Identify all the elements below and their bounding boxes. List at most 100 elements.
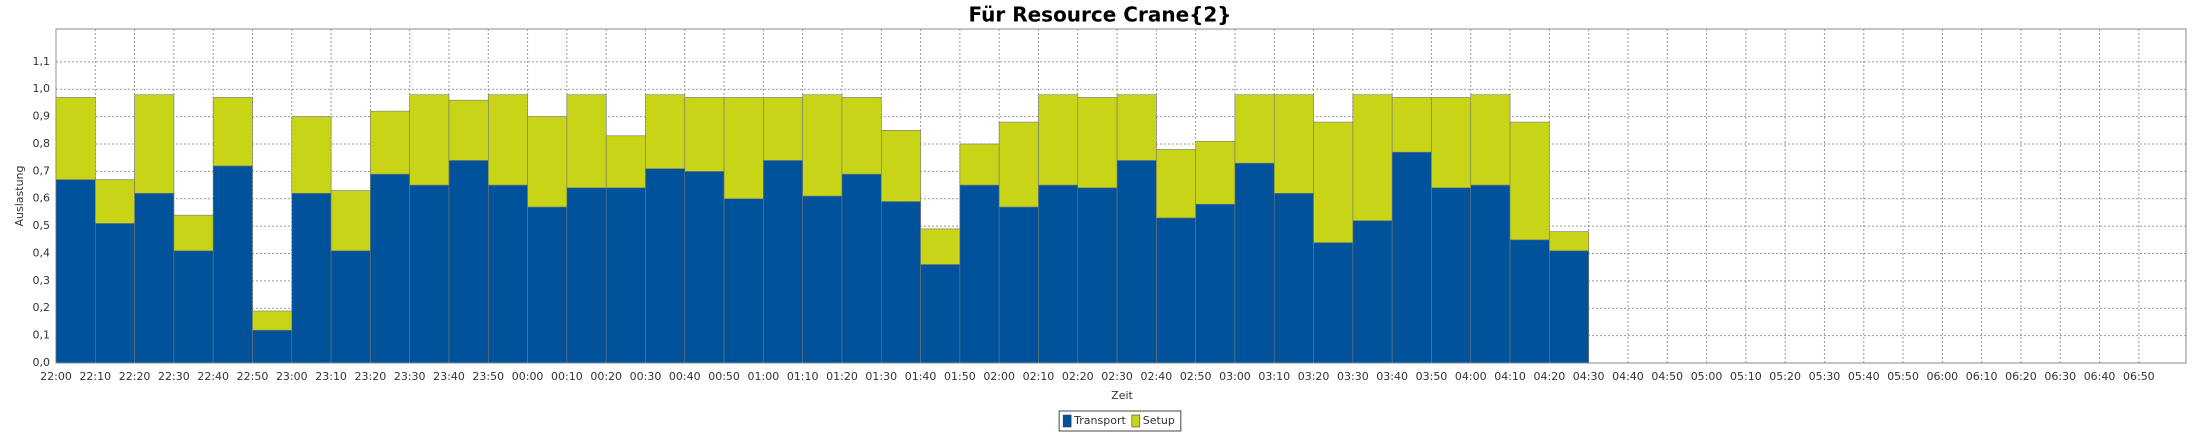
bar-segment	[409, 94, 450, 186]
bar-segment	[566, 94, 607, 189]
bar-segment	[1234, 162, 1275, 364]
bar-segment	[487, 94, 528, 186]
bar-segment	[1077, 187, 1118, 364]
bar-segment	[998, 121, 1039, 208]
x-tick-label: 22:10	[79, 370, 111, 383]
legend-box	[1058, 410, 1182, 432]
bar-segment	[880, 129, 921, 202]
bar-segment	[1234, 94, 1275, 164]
bar-segment	[173, 250, 214, 364]
x-tick-label: 05:00	[1691, 370, 1723, 383]
bar-segment	[1470, 184, 1511, 364]
bar-segment	[1195, 203, 1236, 364]
bar-segment	[605, 135, 646, 189]
x-tick-label: 03:30	[1337, 370, 1369, 383]
bar-segment	[1509, 121, 1550, 241]
x-tick-label: 23:50	[472, 370, 504, 383]
x-tick-label: 00:00	[512, 370, 544, 383]
x-tick-label: 01:40	[905, 370, 937, 383]
x-tick-label: 05:30	[1809, 370, 1841, 383]
y-tick-label: 0,8	[33, 137, 51, 150]
bar-segment	[645, 168, 686, 364]
x-tick-label: 02:40	[1141, 370, 1173, 383]
bar-segment	[566, 187, 607, 364]
legend-swatch	[1131, 414, 1141, 428]
bar-segment	[1077, 97, 1118, 189]
x-tick-label: 05:40	[1848, 370, 1880, 383]
x-tick-label: 02:10	[1023, 370, 1055, 383]
bar-segment	[1116, 160, 1157, 364]
x-tick-label: 04:30	[1573, 370, 1605, 383]
x-tick-label: 02:30	[1101, 370, 1133, 383]
bar-segment	[841, 173, 882, 364]
x-tick-label: 22:20	[119, 370, 151, 383]
bar-segment	[645, 94, 686, 169]
y-tick-label: 0,7	[33, 164, 51, 177]
x-tick-label: 03:50	[1416, 370, 1448, 383]
bar-segment	[1352, 94, 1393, 221]
y-tick-label: 0,5	[33, 219, 51, 232]
bar-segment	[409, 184, 450, 364]
bar-segment	[370, 173, 410, 364]
bar-segment	[1352, 220, 1393, 364]
x-tick-label: 00:30	[630, 370, 662, 383]
bar-segment	[448, 160, 489, 364]
x-tick-label: 00:40	[669, 370, 701, 383]
x-tick-label: 06:50	[2123, 370, 2155, 383]
bar-segment	[1116, 94, 1157, 161]
y-tick-label: 0,2	[33, 301, 51, 314]
x-tick-label: 06:20	[2005, 370, 2037, 383]
x-tick-label: 01:50	[944, 370, 976, 383]
x-tick-label: 06:40	[2084, 370, 2116, 383]
x-tick-label: 22:40	[197, 370, 229, 383]
x-tick-label: 00:10	[551, 370, 583, 383]
bar-segment	[920, 264, 961, 364]
x-tick-label: 05:10	[1730, 370, 1762, 383]
bar-segment	[1549, 231, 1589, 252]
x-tick-label: 06:30	[2044, 370, 2076, 383]
bar-segment	[1038, 184, 1079, 364]
x-tick-label: 01:30	[865, 370, 897, 383]
bar-segment	[1391, 151, 1432, 364]
x-tick-label: 02:00	[983, 370, 1015, 383]
x-tick-label: 04:50	[1651, 370, 1683, 383]
bar-segment	[959, 143, 1000, 186]
x-tick-label: 23:30	[394, 370, 426, 383]
bar-segment	[684, 97, 725, 172]
x-tick-label: 22:30	[158, 370, 190, 383]
x-tick-label: 03:00	[1219, 370, 1251, 383]
x-tick-label: 01:00	[748, 370, 780, 383]
x-tick-label: 23:00	[276, 370, 308, 383]
bar-segment	[723, 97, 764, 200]
bar-segment	[291, 192, 332, 364]
y-tick-label: 0,1	[33, 329, 51, 342]
bar-segment	[330, 250, 371, 364]
x-tick-label: 04:10	[1494, 370, 1526, 383]
bar-segment	[134, 94, 175, 194]
x-tick-label: 06:10	[1966, 370, 1998, 383]
x-axis-label: Zeit	[1111, 389, 1133, 402]
bar-segment	[527, 116, 568, 208]
bar-segment	[1195, 140, 1236, 205]
bar-segment	[212, 165, 253, 364]
x-tick-label: 04:20	[1534, 370, 1566, 383]
bar-segment	[1391, 97, 1432, 153]
bar-segment	[212, 97, 253, 167]
bar-segment	[252, 329, 293, 364]
y-tick-label: 0,0	[33, 356, 51, 369]
y-tick-label: 0,4	[33, 246, 51, 259]
bar-segment	[959, 184, 1000, 364]
x-tick-label: 05:50	[1887, 370, 1919, 383]
y-tick-label: 1,0	[33, 82, 51, 95]
bar-segment	[763, 160, 803, 364]
x-tick-label: 05:20	[1769, 370, 1801, 383]
bar-segment	[1549, 250, 1589, 364]
legend-swatch	[1062, 414, 1072, 428]
bar-segment	[1313, 121, 1354, 243]
bar-segment	[841, 97, 882, 175]
bar-segment	[94, 223, 135, 364]
bar-segment	[802, 195, 843, 364]
x-tick-label: 02:50	[1180, 370, 1212, 383]
bar-segment	[684, 171, 725, 364]
x-tick-label: 04:00	[1455, 370, 1487, 383]
